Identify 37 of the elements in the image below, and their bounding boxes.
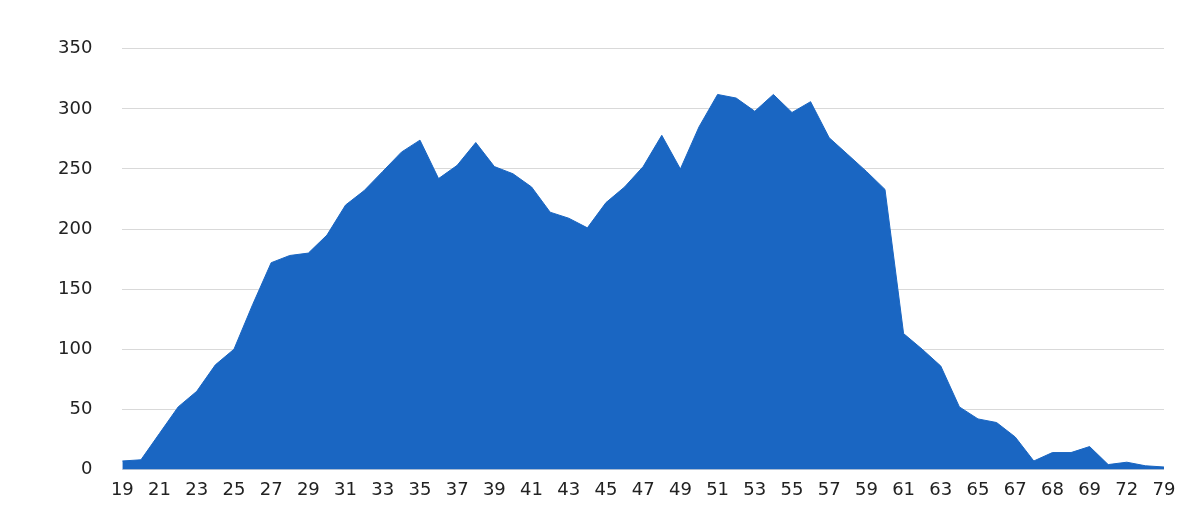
x-tick-label: 31 xyxy=(334,477,358,499)
x-tick-label: 63 xyxy=(929,477,953,499)
x-tick-label: 33 xyxy=(371,477,395,499)
x-tick-label: 79 xyxy=(1152,477,1176,499)
x-tick-label: 45 xyxy=(594,477,618,499)
y-tick-label: 100 xyxy=(58,336,93,358)
x-tick-label: 23 xyxy=(185,477,209,499)
x-tick-label: 35 xyxy=(408,477,432,499)
x-tick-label: 29 xyxy=(296,477,320,499)
x-tick-label: 61 xyxy=(892,477,916,499)
y-tick-label: 300 xyxy=(58,96,93,118)
x-tick-label: 65 xyxy=(966,477,990,499)
x-tick-label: 21 xyxy=(148,477,172,499)
x-tick-label: 68 xyxy=(1040,477,1064,499)
x-tick-label: 37 xyxy=(445,477,469,499)
x-tick-label: 39 xyxy=(482,477,506,499)
x-tick-label: 47 xyxy=(631,477,655,499)
x-tick-label: 51 xyxy=(706,477,730,499)
x-tick-label: 69 xyxy=(1078,477,1102,499)
y-tick-label: 200 xyxy=(58,216,93,238)
x-tick-label: 19 xyxy=(110,477,134,499)
y-tick-label: 50 xyxy=(69,396,93,418)
y-tick-label: 350 xyxy=(58,36,93,58)
x-tick-label: 43 xyxy=(557,477,581,499)
x-tick-label: 27 xyxy=(259,477,283,499)
x-tick-label: 57 xyxy=(817,477,841,499)
x-tick-label: 49 xyxy=(668,477,692,499)
x-tick-label: 41 xyxy=(520,477,544,499)
y-tick-label: 250 xyxy=(58,156,93,178)
y-tick-label: 0 xyxy=(80,457,93,479)
x-tick-label: 67 xyxy=(1003,477,1027,499)
x-tick-label: 53 xyxy=(743,477,767,499)
x-tick-label: 25 xyxy=(222,477,246,499)
y-tick-label: 150 xyxy=(58,276,93,298)
x-tick-label: 59 xyxy=(854,477,878,499)
x-tick-label: 55 xyxy=(780,477,804,499)
x-tick-label: 72 xyxy=(1115,477,1139,499)
